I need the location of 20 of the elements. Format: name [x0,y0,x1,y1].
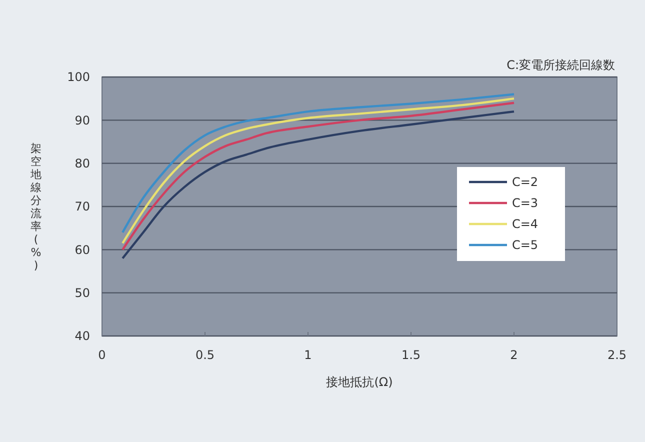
text: C:変電所接続回線数 [506,58,615,72]
x-tick-label: 0 [98,348,106,362]
y-tick-label: 60 [74,242,90,257]
y-tick-label: 40 [74,329,90,344]
legend-label: C=2 [512,175,538,190]
x-tick-label: 1 [304,348,312,362]
text: 架空地線分流率(%) [30,142,42,272]
y-tick-label: 80 [74,156,90,171]
y-tick-label: 100 [67,70,90,84]
y-tick-label: 70 [74,200,90,214]
x-tick-label: 1.5 [401,348,421,362]
legend-label: C=4 [512,217,538,232]
y-tick-label: 50 [74,286,90,300]
x-tick-label: 0.5 [195,348,215,362]
x-tick-label: 2.5 [607,348,627,362]
legend-label: C=5 [512,238,538,252]
legend-label: C=3 [512,196,538,210]
x-tick-label: 2 [510,348,518,362]
x-axis-title: 接地抵抗(Ω) [326,375,393,389]
y-tick-label: 90 [74,113,90,128]
